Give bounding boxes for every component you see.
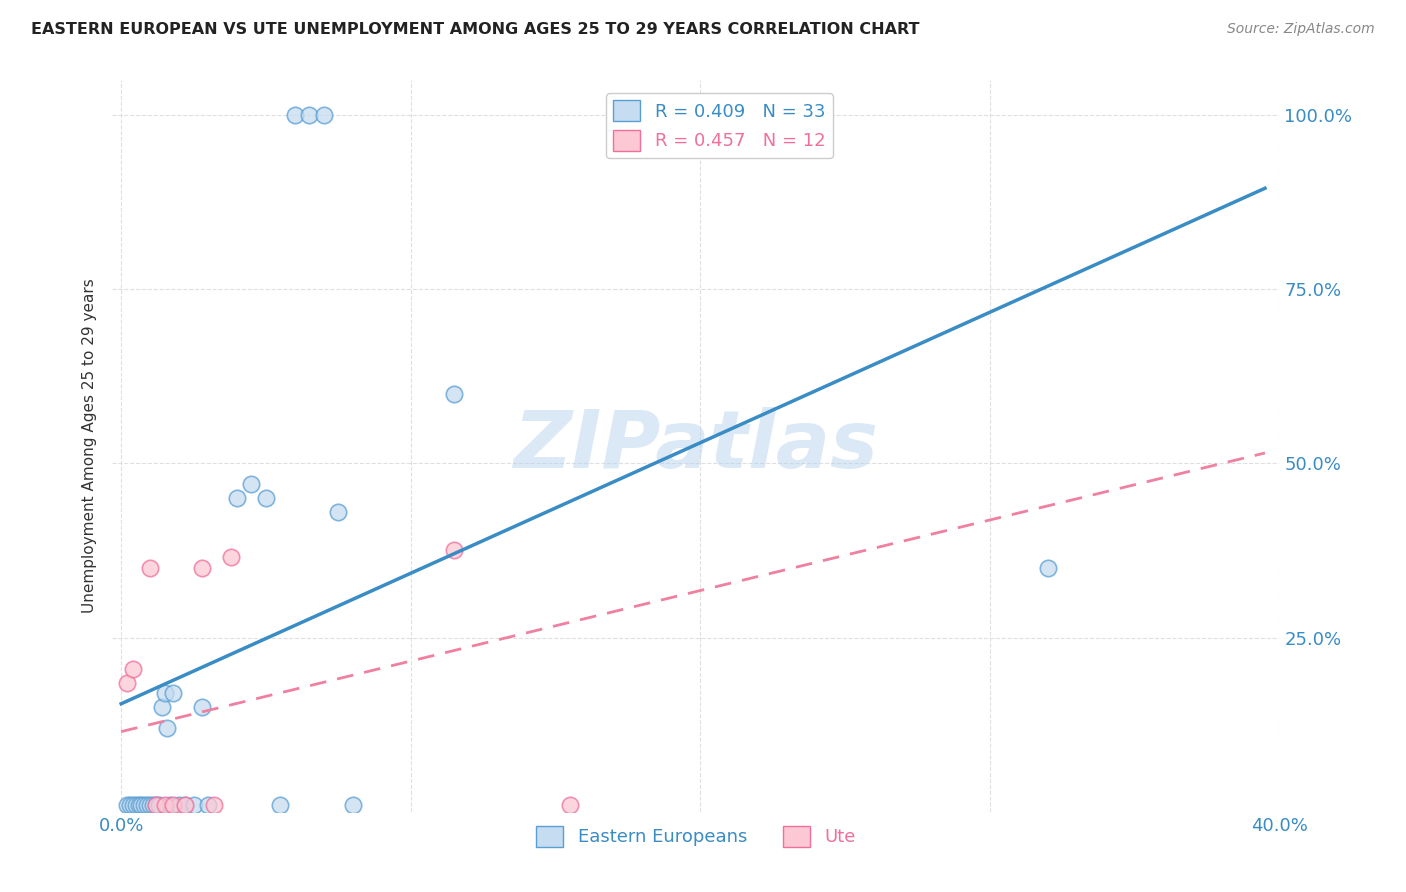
Point [342, 797, 364, 812]
Point [191, 561, 214, 575]
Point [328, 505, 350, 519]
Point [162, 797, 184, 812]
Point [162, 686, 184, 700]
Point [124, 797, 146, 812]
Point [134, 797, 156, 812]
Point [121, 797, 143, 812]
Point [115, 797, 138, 812]
Point [197, 797, 219, 812]
Point [443, 386, 465, 401]
Point [153, 686, 176, 700]
Text: Source: ZipAtlas.com: Source: ZipAtlas.com [1227, 22, 1375, 37]
Point [139, 561, 162, 575]
Point [1036, 561, 1059, 575]
Point [558, 797, 581, 812]
Point [183, 797, 205, 812]
Point [219, 550, 242, 565]
Point [148, 797, 170, 812]
Legend: Eastern Europeans, Ute: Eastern Europeans, Ute [529, 819, 863, 854]
Point [443, 543, 465, 558]
Point [142, 797, 165, 812]
Point [191, 700, 214, 714]
Text: EASTERN EUROPEAN VS UTE UNEMPLOYMENT AMONG AGES 25 TO 29 YEARS CORRELATION CHART: EASTERN EUROPEAN VS UTE UNEMPLOYMENT AMO… [31, 22, 920, 37]
Point [167, 797, 190, 812]
Point [145, 797, 167, 812]
Point [298, 108, 321, 122]
Text: ZIPatlas: ZIPatlas [513, 407, 879, 485]
Point [156, 721, 179, 735]
Point [150, 700, 173, 714]
Point [121, 662, 143, 676]
Point [269, 797, 291, 812]
Point [131, 797, 153, 812]
Y-axis label: Unemployment Among Ages 25 to 29 years: Unemployment Among Ages 25 to 29 years [82, 278, 97, 614]
Point [136, 797, 159, 812]
Point [226, 491, 249, 506]
Point [115, 676, 138, 690]
Point [173, 797, 195, 812]
Point [118, 797, 141, 812]
Point [254, 491, 277, 506]
Point [202, 797, 225, 812]
Point [312, 108, 335, 122]
Point [153, 797, 176, 812]
Point [159, 797, 181, 812]
Point [284, 108, 307, 122]
Point [240, 477, 263, 491]
Point [128, 797, 150, 812]
Point [139, 797, 162, 812]
Point [173, 797, 195, 812]
Point [145, 797, 167, 812]
